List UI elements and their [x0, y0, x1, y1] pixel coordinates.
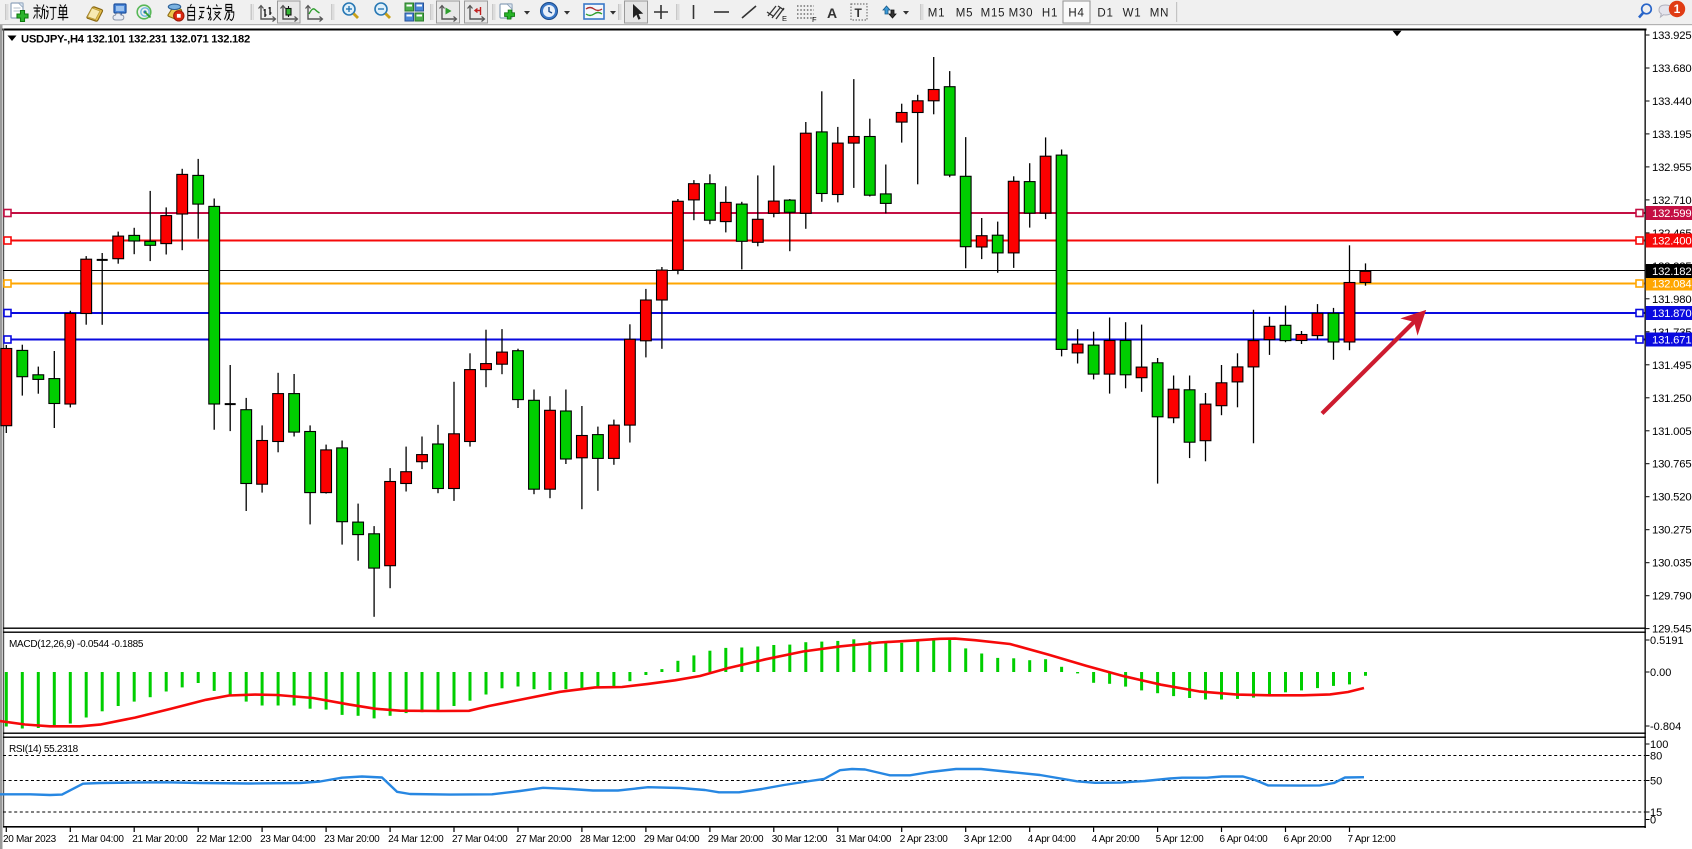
svg-text:133.680: 133.680 [1652, 63, 1691, 75]
svg-text:31 Mar 04:00: 31 Mar 04:00 [836, 834, 892, 845]
svg-text:29 Mar 04:00: 29 Mar 04:00 [644, 834, 700, 845]
svg-text:E: E [782, 14, 787, 23]
svg-text:80: 80 [1650, 751, 1662, 763]
svg-text:0: 0 [1650, 815, 1656, 827]
svg-text:-0.804: -0.804 [1650, 721, 1681, 733]
svg-text:130.275: 130.275 [1652, 525, 1691, 537]
svg-text:M15: M15 [981, 8, 1006, 20]
svg-text:132.599: 132.599 [1652, 208, 1691, 220]
svg-text:21 Mar 20:00: 21 Mar 20:00 [132, 834, 188, 845]
svg-text:M30: M30 [1009, 8, 1034, 20]
svg-text:131.671: 131.671 [1652, 335, 1691, 347]
svg-text:RSI(14) 55.2318: RSI(14) 55.2318 [9, 744, 79, 755]
svg-text:21 Mar 04:00: 21 Mar 04:00 [68, 834, 124, 845]
svg-text:130.520: 130.520 [1652, 492, 1691, 504]
svg-text:0.5191: 0.5191 [1650, 635, 1684, 647]
svg-text:W1: W1 [1123, 8, 1142, 20]
svg-text:131.005: 131.005 [1652, 426, 1691, 438]
svg-text:M1: M1 [928, 8, 946, 20]
svg-text:15: 15 [1650, 807, 1662, 819]
svg-text:F: F [812, 15, 817, 24]
svg-text:23 Mar 04:00: 23 Mar 04:00 [260, 834, 316, 845]
svg-text:132.710: 132.710 [1652, 195, 1691, 207]
svg-text:29 Mar 20:00: 29 Mar 20:00 [708, 834, 764, 845]
svg-text:4 Apr 20:00: 4 Apr 20:00 [1092, 834, 1141, 845]
svg-text:130.035: 130.035 [1652, 558, 1691, 570]
svg-text:7 Apr 12:00: 7 Apr 12:00 [1348, 834, 1397, 845]
svg-text:H4: H4 [1068, 8, 1084, 20]
svg-text:50: 50 [1650, 776, 1662, 788]
svg-text:T: T [855, 6, 863, 20]
svg-text:0.00: 0.00 [1650, 667, 1671, 679]
svg-text:3 Apr 12:00: 3 Apr 12:00 [964, 834, 1013, 845]
svg-text:4 Apr 04:00: 4 Apr 04:00 [1028, 834, 1077, 845]
svg-text:129.790: 129.790 [1652, 591, 1691, 603]
svg-text:M5: M5 [956, 8, 974, 20]
svg-text:1: 1 [1674, 2, 1681, 16]
svg-text:A: A [827, 5, 837, 21]
svg-text:5 Apr 12:00: 5 Apr 12:00 [1156, 834, 1205, 845]
svg-text:20 Mar 2023: 20 Mar 2023 [3, 834, 57, 845]
svg-text:MN: MN [1150, 8, 1170, 20]
svg-text:131.980: 131.980 [1652, 294, 1691, 306]
svg-text:132.182: 132.182 [1652, 266, 1691, 278]
svg-text:132.400: 132.400 [1652, 236, 1691, 248]
svg-text:6 Apr 20:00: 6 Apr 20:00 [1284, 834, 1333, 845]
svg-text:133.195: 133.195 [1652, 129, 1691, 141]
svg-text:131.495: 131.495 [1652, 360, 1691, 372]
svg-text:27 Mar 20:00: 27 Mar 20:00 [516, 834, 572, 845]
svg-text:D1: D1 [1097, 8, 1113, 20]
svg-text:131.250: 131.250 [1652, 393, 1691, 405]
svg-text:132.084: 132.084 [1652, 279, 1691, 291]
svg-text:2 Apr 23:00: 2 Apr 23:00 [900, 834, 949, 845]
svg-text:6 Apr 04:00: 6 Apr 04:00 [1220, 834, 1269, 845]
svg-text:30 Mar 12:00: 30 Mar 12:00 [772, 834, 828, 845]
svg-text:27 Mar 04:00: 27 Mar 04:00 [452, 834, 508, 845]
svg-text:100: 100 [1650, 739, 1668, 751]
svg-text:22 Mar 12:00: 22 Mar 12:00 [196, 834, 252, 845]
svg-text:28 Mar 12:00: 28 Mar 12:00 [580, 834, 636, 845]
svg-text:130.765: 130.765 [1652, 459, 1691, 471]
svg-text:133.440: 133.440 [1652, 96, 1691, 108]
svg-text:132.955: 132.955 [1652, 162, 1691, 174]
svg-text:24 Mar 12:00: 24 Mar 12:00 [388, 834, 444, 845]
svg-text:23 Mar 20:00: 23 Mar 20:00 [324, 834, 380, 845]
svg-text:131.870: 131.870 [1652, 308, 1691, 320]
svg-text:MACD(12,26,9) -0.0544 -0.1885: MACD(12,26,9) -0.0544 -0.1885 [9, 639, 144, 650]
svg-text:USDJPY-,H4 132.101 132.231 13: USDJPY-,H4 132.101 132.231 132.071 132.1… [21, 34, 250, 46]
svg-text:129.545: 129.545 [1652, 624, 1691, 636]
svg-text:133.925: 133.925 [1652, 30, 1691, 42]
svg-text:H1: H1 [1042, 8, 1058, 20]
